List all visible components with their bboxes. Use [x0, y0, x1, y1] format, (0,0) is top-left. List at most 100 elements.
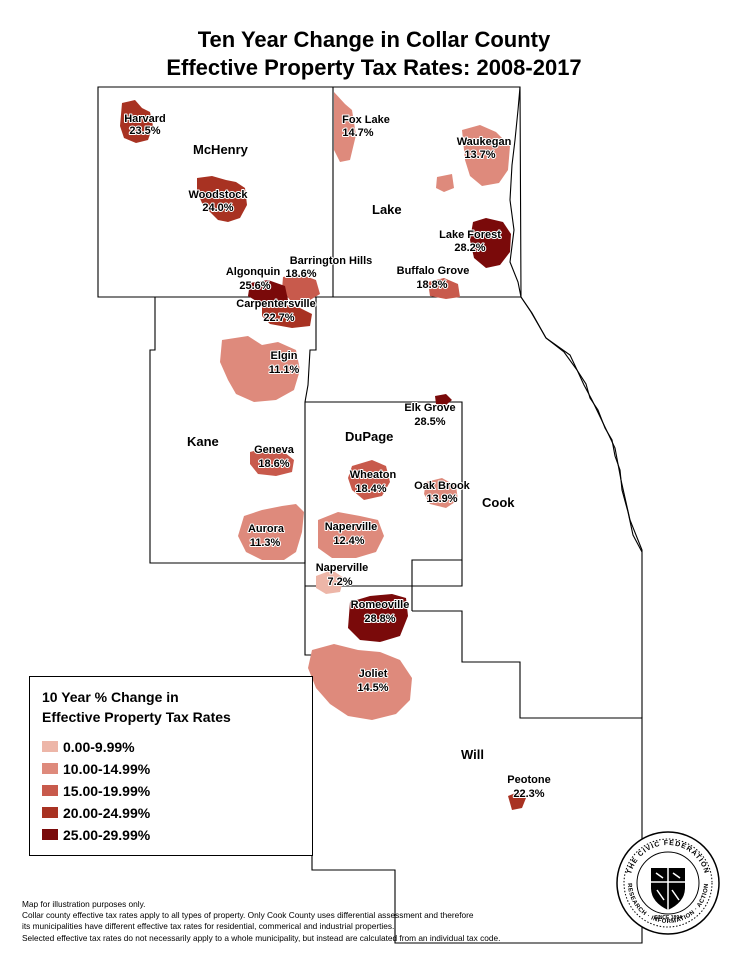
muni-value-elk-grove: 28.5% — [414, 416, 445, 428]
harvard-area — [120, 100, 153, 143]
buffalo-grove-area — [428, 278, 460, 299]
county-label-mchenry: McHenry — [193, 142, 249, 157]
carpentersville-area — [262, 304, 312, 328]
muni-value-romeoville: 28.8% — [364, 613, 395, 625]
municipality-labels: Harvard 23.5% Woodstock 24.0% Fox Lake 1… — [123, 112, 551, 801]
legend-label: 0.00-9.99% — [63, 738, 135, 755]
civic-federation-seal: THE CIVIC FEDERATION RESEARCH · INFORMAT… — [616, 831, 720, 935]
lake-county-boundary — [333, 86, 522, 298]
map-legend: 10 Year % Change in Effective Property T… — [29, 676, 313, 856]
map-title: Ten Year Change in Collar County Effecti… — [0, 26, 748, 82]
muni-label-carpentersville: Carpentersville — [236, 298, 315, 310]
legend-item: 15.00-19.99% — [42, 781, 300, 800]
legend-item: 25.00-29.99% — [42, 825, 300, 844]
legend-item: 10.00-14.99% — [42, 759, 300, 778]
muni-label-buffalo-grove: Buffalo Grove — [397, 265, 470, 277]
county-labels: McHenry Lake Kane DuPage Cook Will — [187, 142, 515, 762]
footnote-line: its municipalities have different effect… — [22, 921, 395, 932]
fox-lake-area — [334, 92, 356, 162]
lake-forest-area — [470, 218, 511, 268]
muni-value-naperville-dupage: 12.4% — [333, 535, 364, 547]
muni-label-waukegan: Waukegan — [457, 136, 512, 148]
muni-value-lake-forest: 28.2% — [454, 242, 485, 254]
county-label-dupage: DuPage — [345, 429, 393, 444]
elgin-area — [220, 336, 300, 402]
legend-item: 20.00-24.99% — [42, 803, 300, 822]
muni-label-woodstock: Woodstock — [188, 189, 248, 201]
muni-label-peotone: Peotone — [507, 774, 550, 786]
oak-brook-area — [424, 478, 458, 508]
legend-swatch — [42, 785, 58, 796]
muni-label-elk-grove: Elk Grove — [404, 402, 455, 414]
waukegan-area — [462, 125, 510, 186]
muni-value-waukegan: 13.7% — [464, 149, 495, 161]
naperville-dupage-area — [318, 512, 384, 558]
muni-label-lake-forest: Lake Forest — [439, 229, 501, 241]
legend-title-line-1: 10 Year % Change in — [42, 689, 179, 705]
muni-value-buffalo-grove: 18.8% — [416, 279, 447, 291]
legend-label: 10.00-14.99% — [63, 760, 151, 777]
muni-label-oak-brook: Oak Brook — [414, 480, 471, 492]
footnote-line: Selected effective tax rates do not nece… — [22, 932, 501, 943]
geneva-area — [250, 448, 294, 476]
peotone-area — [508, 792, 526, 810]
municipality-shapes — [120, 92, 526, 810]
legend-label: 20.00-24.99% — [63, 804, 151, 821]
muni-value-woodstock: 24.0% — [202, 202, 233, 214]
barrington-hills-area — [282, 274, 320, 300]
muni-value-geneva: 18.6% — [258, 458, 289, 470]
legend-label: 25.00-29.99% — [63, 826, 151, 843]
county-label-kane: Kane — [187, 434, 219, 449]
muni-value-peotone: 22.3% — [513, 788, 544, 800]
lake-michigan-shoreline — [509, 86, 643, 553]
joliet-area — [308, 644, 412, 720]
footnote-line: Map for illustration purposes only. — [22, 899, 146, 909]
muni-value-algonquin: 25.6% — [239, 280, 270, 292]
romeoville-area — [348, 594, 408, 642]
muni-value-elgin: 11.1% — [269, 364, 300, 376]
legend-label: 15.00-19.99% — [63, 782, 151, 799]
legend-items: 0.00-9.99% 10.00-14.99% 15.00-19.99% 20.… — [42, 737, 300, 844]
legend-swatch — [42, 829, 58, 840]
legend-title-line-2: Effective Property Tax Rates — [42, 709, 231, 725]
muni-label-naperville-dupage: Naperville — [325, 521, 378, 533]
muni-value-joliet: 14.5% — [357, 682, 388, 694]
muni-label-aurora: Aurora — [248, 523, 285, 535]
muni-value-fox-lake: 14.7% — [342, 127, 373, 139]
legend-swatch — [42, 807, 58, 818]
county-label-lake: Lake — [372, 202, 402, 217]
woodstock-area — [197, 176, 247, 222]
muni-label-romeoville: Romeoville — [351, 599, 410, 611]
elk-grove-area — [435, 394, 452, 405]
muni-label-naperville-will: Naperville — [316, 562, 369, 574]
muni-value-aurora: 11.3% — [250, 537, 281, 549]
muni-label-geneva: Geneva — [254, 444, 295, 456]
muni-label-harvard: Harvard — [124, 113, 166, 125]
county-label-cook: Cook — [482, 495, 515, 510]
muni-label-wheaton: Wheaton — [350, 469, 397, 481]
muni-value-barrington-hills: 18.6% — [285, 268, 316, 280]
muni-value-wheaton: 18.4% — [355, 483, 386, 495]
county-label-will: Will — [461, 747, 484, 762]
legend-swatch — [42, 741, 58, 752]
seal-year-text: SINCE 1894 — [654, 915, 682, 921]
muni-label-barrington-hills: Barrington Hills — [290, 255, 373, 267]
muni-value-harvard: 23.5% — [129, 125, 160, 137]
legend-swatch — [42, 763, 58, 774]
muni-label-fox-lake: Fox Lake — [342, 114, 390, 126]
legend-item: 0.00-9.99% — [42, 737, 300, 756]
naperville-will-area — [316, 570, 344, 594]
muni-value-oak-brook: 13.9% — [426, 493, 457, 505]
muni-value-naperville-will: 7.2% — [327, 576, 352, 588]
muni-label-algonquin: Algonquin — [226, 266, 281, 278]
title-line-1: Ten Year Change in Collar County — [197, 27, 551, 52]
footnote-line: Collar county effective tax rates apply … — [22, 910, 474, 921]
kane-county-boundary — [149, 297, 317, 564]
waukegan-west-area — [436, 174, 454, 192]
aurora-area — [238, 504, 304, 560]
footnotes: Map for illustration purposes only. Coll… — [22, 899, 662, 944]
algonquin-area — [248, 280, 288, 306]
muni-label-joliet: Joliet — [359, 668, 388, 680]
wheaton-area — [348, 460, 390, 500]
